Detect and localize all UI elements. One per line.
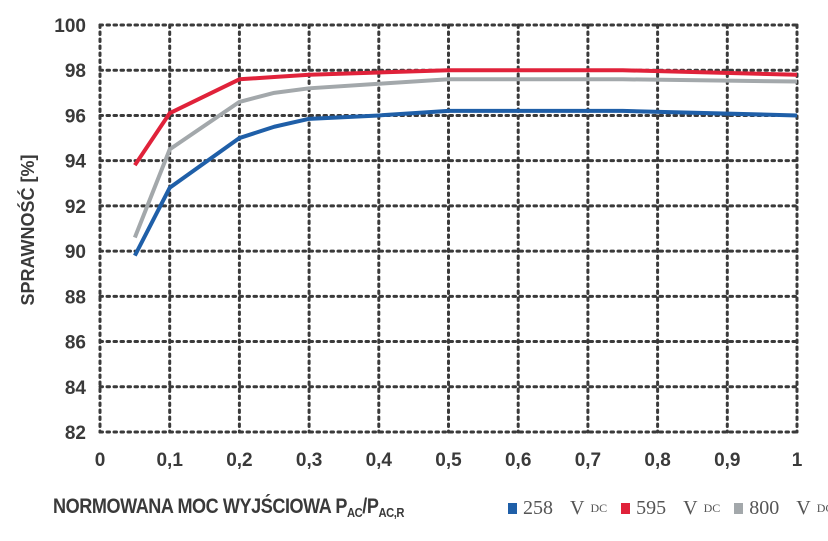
legend-swatch xyxy=(508,503,517,514)
y-tick-label: 86 xyxy=(65,333,86,354)
y-tick-label: 88 xyxy=(65,287,86,308)
x-tick-label: 1 xyxy=(792,450,803,471)
y-tick-label: 94 xyxy=(65,152,87,173)
legend: 258 VDC 595 VDC 800 VDC xyxy=(508,497,828,520)
x-tick-label: 0,8 xyxy=(644,450,670,471)
tick-labels: 0 0,1 0,2 0,3 0,4 0,5 0,6 0,7 0,8 0,9 1 82 84 86 88 90 9… xyxy=(54,16,802,471)
x-tick-label: 0,4 xyxy=(366,450,393,471)
x-axis-label: NORMOWANA MOC WYJŚCIOWA PAC/PAC,R xyxy=(53,495,404,520)
legend-item-258: 258 V DC xyxy=(508,497,607,520)
legend-swatch xyxy=(621,503,631,514)
series-line-800 xyxy=(132,77,798,239)
x-tick-label: 0,7 xyxy=(575,450,601,471)
y-tick-label: 98 xyxy=(65,61,86,82)
y-axis-label: SPRAWNOŚĆ [%] xyxy=(17,154,38,305)
grid xyxy=(98,23,799,434)
x-axis-symbol: PAC/PAC,R xyxy=(335,495,405,520)
series-line-595 xyxy=(133,68,798,167)
legend-swatch xyxy=(734,503,744,514)
x-axis-label-text: NORMOWANA MOC WYJŚCIOWA xyxy=(53,495,331,518)
x-tick-label: 0,5 xyxy=(435,450,462,471)
legend-item-800: 800 VDC xyxy=(734,497,828,520)
y-tick-label: 84 xyxy=(65,378,87,399)
x-tick-label: 0,1 xyxy=(156,450,183,471)
series-lines xyxy=(132,68,798,257)
x-tick-label: 0,9 xyxy=(714,450,740,471)
x-tick-label: 0,3 xyxy=(296,450,322,471)
y-tick-label: 90 xyxy=(65,242,86,263)
x-tick-label: 0,6 xyxy=(505,450,531,471)
y-tick-label: 96 xyxy=(65,106,86,127)
legend-item-595: 595 V DC xyxy=(621,497,720,520)
x-tick-label: 0,2 xyxy=(226,450,252,471)
x-tick-label: 0 xyxy=(95,450,106,471)
series-line-258 xyxy=(133,108,798,257)
y-tick-label: 100 xyxy=(54,16,86,37)
y-tick-label: 82 xyxy=(65,423,86,444)
y-tick-label: 92 xyxy=(65,197,86,218)
